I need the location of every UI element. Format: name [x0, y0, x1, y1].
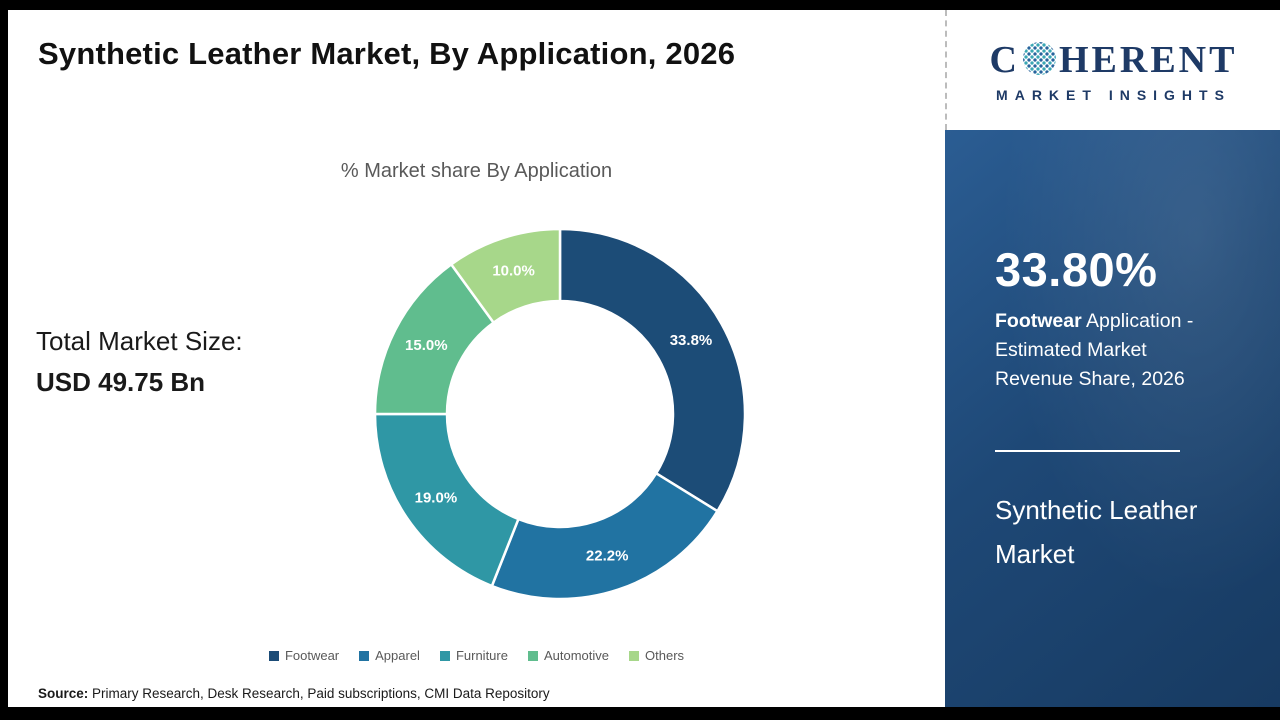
- top-border-bar: [0, 0, 1280, 10]
- source-label: Source:: [38, 686, 89, 701]
- legend-swatch-icon: [629, 650, 640, 661]
- left-border-bar: [0, 0, 8, 720]
- company-logo: C HERENT MARKET INSIGHTS: [945, 10, 1280, 130]
- logo-text-c: C: [989, 38, 1020, 81]
- stat-category-name: Footwear: [995, 310, 1082, 332]
- legend-label: Apparel: [375, 648, 420, 663]
- source-line: Source: Primary Research, Desk Research,…: [38, 686, 550, 701]
- donut-segment-footwear: [558, 227, 747, 513]
- headline-stat-value: 33.80%: [995, 243, 1158, 296]
- total-market-size-label: Total Market Size:: [36, 326, 243, 356]
- stat-description-rest: Application - Estimated Market Revenue S…: [995, 310, 1194, 390]
- globe-dots-icon: [1022, 42, 1056, 75]
- market-name: Synthetic Leather Market: [995, 494, 1198, 570]
- right-sidebar: 33.80% Footwear Application - Estimated …: [945, 130, 1280, 707]
- chart-subtitle: % Market share By Application: [340, 160, 613, 182]
- donut-segment-others: [450, 227, 562, 324]
- legend-label: Furniture: [455, 648, 508, 663]
- donut-chart: 33.8% 22.2% 19.0% 15.0% 10.0%: [360, 214, 760, 614]
- sidebar-divider: [995, 449, 1180, 452]
- logo-text-herent: HERENT: [1058, 38, 1238, 81]
- source-text: Primary Research, Desk Research, Paid su…: [88, 686, 550, 701]
- legend-swatch-icon: [359, 650, 370, 661]
- legend-item-furniture: Furniture: [439, 648, 508, 663]
- chart-area: % Market share By Application 33.8% 22.2%…: [8, 0, 945, 707]
- chart-legend: Footwear Apparel Furniture Automotive Others: [8, 648, 945, 663]
- legend-swatch-icon: [439, 650, 450, 661]
- slice-percentage-label: 22.2%: [586, 547, 629, 564]
- legend-item-others: Others: [629, 648, 684, 663]
- logo-subtitle: MARKET INSIGHTS: [996, 86, 1231, 103]
- legend-item-apparel: Apparel: [359, 648, 420, 663]
- logo-wordmark: C HERENT: [990, 38, 1238, 82]
- slice-percentage-label: 15.0%: [405, 337, 448, 354]
- total-market-size-value: USD 49.75 Bn: [36, 367, 206, 397]
- legend-swatch-icon: [527, 650, 538, 661]
- donut-segment-apparel: [490, 472, 719, 601]
- legend-item-automotive: Automotive: [527, 648, 610, 663]
- legend-label: Automotive: [543, 648, 610, 663]
- legend-label: Footwear: [284, 648, 340, 663]
- page-title: Synthetic Leather Market, By Application…: [38, 36, 736, 71]
- headline-stat-description: Footwear Application - Estimated Market …: [995, 307, 1213, 394]
- donut-svg: 33.8% 22.2% 19.0% 15.0% 10.0%: [373, 227, 747, 601]
- slice-percentage-label: 10.0%: [492, 262, 535, 279]
- legend-item-footwear: Footwear: [268, 648, 340, 663]
- slice-percentage-label: 19.0%: [415, 489, 458, 506]
- slice-percentage-label: 33.8%: [670, 332, 713, 349]
- legend-swatch-icon: [268, 650, 279, 661]
- bottom-border-bar: [0, 707, 1280, 720]
- legend-label: Others: [645, 648, 685, 663]
- total-market-size: Total Market Size: USD 49.75 Bn: [36, 326, 243, 398]
